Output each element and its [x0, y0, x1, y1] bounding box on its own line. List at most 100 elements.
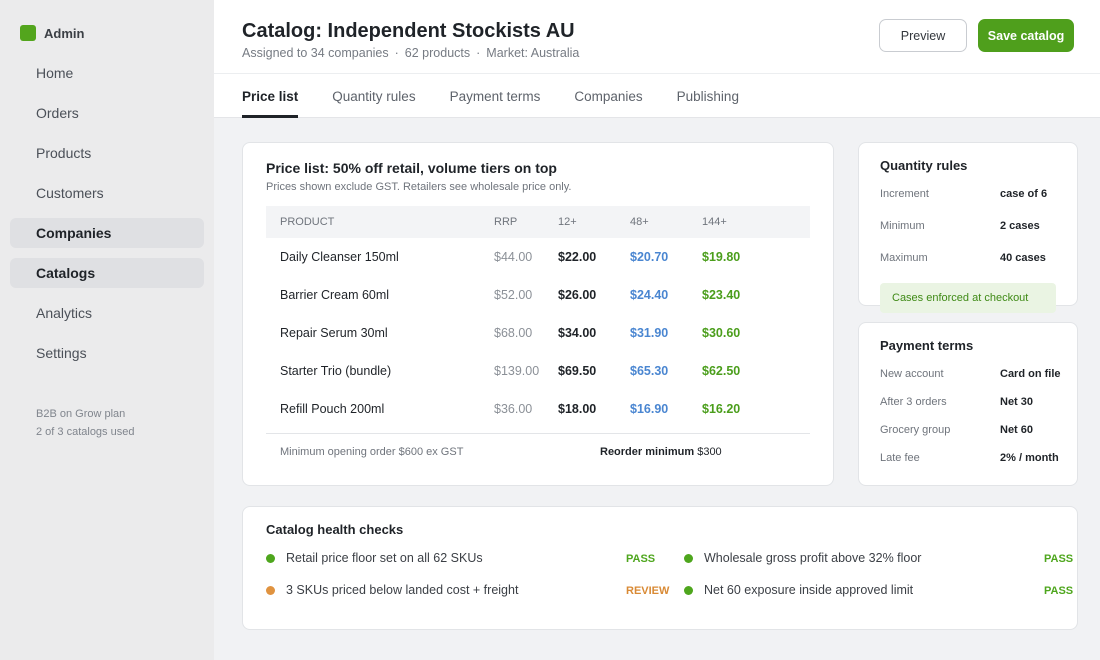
term-value: 2% / month	[1000, 452, 1059, 464]
sidebar-item-catalogs[interactable]: Catalogs	[10, 258, 204, 288]
tier-48-price: $65.30	[630, 364, 669, 378]
rule-value: 2 cases	[1000, 220, 1040, 232]
quantity-rules-title: Quantity rules	[880, 158, 968, 173]
page-header: Catalog: Independent Stockists AU Assign…	[214, 0, 1100, 118]
meta-assigned: Assigned to 34 companies	[242, 46, 389, 60]
save-catalog-button[interactable]: Save catalog	[978, 19, 1074, 52]
column-header-tier-144: 144+	[702, 216, 727, 228]
tab-price-list[interactable]: Price list	[242, 74, 299, 118]
table-row[interactable]: Starter Trio (bundle) $139.00 $69.50 $65…	[266, 352, 810, 390]
minimum-opening-order: Minimum opening order $600 ex GST	[280, 446, 464, 458]
rrp-price: $44.00	[494, 250, 533, 264]
status-dot-icon	[684, 553, 693, 563]
main-content: Catalog: Independent Stockists AU Assign…	[214, 0, 1100, 660]
term-value: Net 60	[1000, 424, 1034, 436]
rrp-price: $139.00	[494, 364, 540, 378]
header-divider	[214, 73, 1100, 74]
tier-144-price: $19.80	[702, 250, 741, 264]
term-value: Card on file	[1000, 368, 1061, 380]
sidebar-item-products[interactable]: Products	[36, 145, 92, 161]
tier-48-price: $20.70	[630, 250, 669, 264]
product-name: Barrier Cream 60ml	[280, 288, 390, 302]
table-divider	[266, 433, 810, 434]
health-check-item: Net 60 exposure inside approved limit	[684, 583, 913, 597]
health-checks-title: Catalog health checks	[266, 522, 404, 537]
tier-144-price: $30.60	[702, 326, 741, 340]
plan-name: B2B on Grow plan	[36, 408, 126, 420]
preview-button[interactable]: Preview	[879, 19, 967, 52]
rrp-price: $52.00	[494, 288, 533, 302]
price-list-subtitle: Prices shown exclude GST. Retailers see …	[266, 181, 572, 193]
cases-enforced-badge: Cases enforced at checkout	[880, 283, 1056, 313]
sidebar-nav: Home Orders Products Customers Companies…	[10, 58, 204, 378]
price-list-card: Price list: 50% off retail, volume tiers…	[242, 142, 834, 486]
health-check-label: Retail price floor set on all 62 SKUs	[286, 551, 483, 565]
rrp-price: $68.00	[494, 326, 533, 340]
tab-quantity-rules[interactable]: Quantity rules	[332, 88, 416, 104]
sidebar-item-orders[interactable]: Orders	[36, 105, 79, 121]
column-header-product: PRODUCT	[280, 216, 335, 228]
tab-publishing[interactable]: Publishing	[676, 88, 739, 104]
status-dot-icon	[266, 553, 275, 563]
meta-market: Market: Australia	[486, 46, 580, 60]
brand-logo-icon	[20, 25, 36, 41]
product-name: Starter Trio (bundle)	[280, 364, 392, 378]
sidebar-item-companies[interactable]: Companies	[10, 218, 204, 248]
status-dot-icon	[684, 585, 693, 595]
tier-12-price: $18.00	[558, 402, 597, 416]
column-header-rrp: RRP	[494, 216, 518, 228]
tier-12-price: $22.00	[558, 250, 597, 264]
health-check-item: Retail price floor set on all 62 SKUs	[266, 551, 483, 565]
rrp-price: $36.00	[494, 402, 533, 416]
tab-companies[interactable]: Companies	[574, 88, 643, 104]
tier-144-price: $16.20	[702, 402, 741, 416]
table-row[interactable]: Repair Serum 30ml $68.00 $34.00 $31.90 $…	[266, 314, 810, 352]
sidebar-item-customers[interactable]: Customers	[36, 185, 104, 201]
rule-value: 40 cases	[1000, 252, 1046, 264]
plan-info: B2B on Grow plan 2 of 3 catalogs used	[36, 405, 134, 441]
term-key: Grocery group	[880, 424, 951, 436]
payment-terms-card: Payment terms New account Card on file A…	[858, 322, 1078, 486]
rule-increment: Increment case of 6	[880, 188, 1070, 200]
sidebar-item-home[interactable]: Home	[36, 65, 74, 81]
table-row[interactable]: Barrier Cream 60ml $52.00 $26.00 $24.40 …	[266, 276, 810, 314]
table-row[interactable]: Refill Pouch 200ml $36.00 $18.00 $16.90 …	[266, 390, 810, 428]
brand[interactable]: Admin	[20, 25, 84, 41]
price-table: PRODUCT RRP 12+ 48+ 144+ Daily Cleanser …	[266, 206, 810, 428]
health-check-item: 3 SKUs priced below landed cost + freigh…	[266, 583, 518, 597]
payment-terms-title: Payment terms	[880, 338, 974, 353]
term-key: New account	[880, 368, 944, 380]
tier-144-price: $23.40	[702, 288, 741, 302]
status-badge: PASS	[1044, 553, 1074, 565]
status-badge: PASS	[1044, 585, 1074, 597]
status-badge: PASS	[626, 553, 656, 565]
catalog-meta: Assigned to 34 companies · 62 products · Mar…	[242, 46, 579, 60]
reorder-minimum: Reorder minimum $300	[600, 446, 722, 458]
table-row[interactable]: Daily Cleanser 150ml $44.00 $22.00 $20.7…	[266, 238, 810, 276]
rule-maximum: Maximum 40 cases	[880, 252, 1070, 264]
catalog-tabs: Price list Quantity rules Payment terms …	[242, 74, 773, 118]
term-grocery-group: Grocery group Net 60	[880, 424, 1070, 436]
tier-48-price: $31.90	[630, 326, 669, 340]
term-late-fee: Late fee 2% / month	[880, 452, 1070, 464]
reorder-minimum-value: $300	[697, 446, 722, 458]
sidebar-item-settings[interactable]: Settings	[36, 345, 87, 361]
product-name: Refill Pouch 200ml	[280, 402, 385, 416]
tier-144-price: $62.50	[702, 364, 741, 378]
rule-minimum: Minimum 2 cases	[880, 220, 1070, 232]
term-key: After 3 orders	[880, 396, 947, 408]
tab-payment-terms[interactable]: Payment terms	[449, 88, 541, 104]
reorder-minimum-label: Reorder minimum	[600, 446, 695, 458]
tier-48-price: $24.40	[630, 288, 669, 302]
plan-usage: 2 of 3 catalogs used	[36, 426, 135, 438]
price-table-header: PRODUCT RRP 12+ 48+ 144+	[266, 206, 810, 238]
sidebar-item-analytics[interactable]: Analytics	[36, 305, 93, 321]
term-new-account: New account Card on file	[880, 368, 1070, 380]
product-name: Daily Cleanser 150ml	[280, 250, 399, 264]
health-check-label: 3 SKUs priced below landed cost + freigh…	[286, 583, 519, 597]
page-title: Catalog: Independent Stockists AU	[242, 20, 575, 42]
meta-separator: ·	[394, 46, 399, 60]
rule-value: case of 6	[1000, 188, 1048, 200]
status-badge: REVIEW	[626, 585, 670, 597]
meta-separator: ·	[476, 46, 481, 60]
